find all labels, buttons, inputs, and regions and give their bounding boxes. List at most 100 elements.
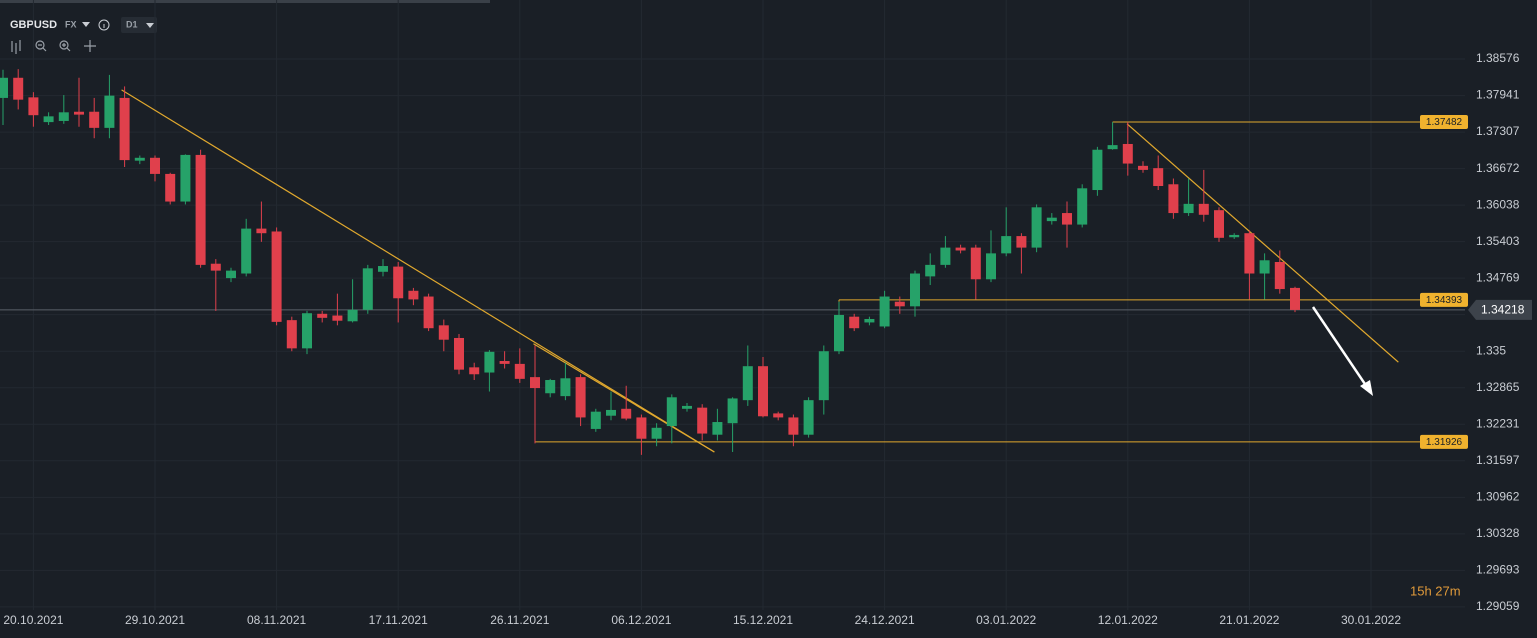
candle-body [1290, 287, 1300, 310]
market[interactable]: FX [65, 19, 77, 29]
candle-body [484, 351, 495, 373]
candle-body [712, 422, 723, 435]
zoom-in-icon[interactable] [59, 40, 69, 50]
candle-body [651, 427, 662, 439]
candle-body [58, 112, 69, 121]
trendline [121, 89, 715, 453]
candle-body [362, 268, 373, 310]
candle-body [89, 111, 100, 128]
level-label-box [1420, 292, 1468, 307]
candle-body [1016, 236, 1027, 248]
candle-body [940, 247, 951, 265]
candle-body [1031, 207, 1042, 248]
x-tick-label: 12.01.2022 [1098, 613, 1158, 627]
candle-body [393, 266, 404, 299]
candle-body [606, 409, 616, 416]
candle-body [514, 363, 525, 379]
top-bar [0, 0, 490, 3]
candle-body [697, 407, 708, 434]
x-tick-label: 08.11.2021 [247, 613, 306, 627]
x-tick-label: 29.10.2021 [125, 613, 185, 627]
candle-body [773, 413, 784, 418]
y-tick-label: 1.32231 [1476, 416, 1520, 430]
x-tick-label: 03.01.2022 [976, 613, 1036, 627]
candle-body [226, 270, 236, 279]
candle-body [1122, 143, 1133, 164]
y-tick-label: 1.30962 [1476, 490, 1520, 504]
candle-body [788, 417, 799, 435]
candle-body [590, 411, 601, 429]
candle-body [986, 253, 996, 280]
y-tick-label: 1.335 [1476, 343, 1506, 357]
info-icon[interactable] [98, 19, 110, 31]
timeframe-box[interactable] [121, 17, 157, 33]
candle-body [1001, 236, 1012, 254]
y-tick-label: 1.29693 [1476, 563, 1520, 577]
candle-body [378, 266, 388, 272]
candle-body [545, 380, 556, 394]
candle-body [682, 405, 692, 409]
tools [11, 40, 96, 54]
level-label: 1.31926 [1426, 437, 1463, 448]
y-tick-label: 1.34769 [1476, 270, 1520, 284]
candle-body [955, 247, 966, 251]
zoom-out-icon[interactable] [35, 40, 45, 50]
candle-body [165, 173, 176, 202]
candle-body [423, 296, 434, 329]
candle-body [317, 313, 328, 318]
candle-body [286, 320, 297, 349]
dropdown[interactable] [146, 23, 154, 28]
candle-body [43, 116, 54, 123]
y-tick-label: 1.38576 [1476, 51, 1520, 65]
candle-body [195, 154, 206, 265]
move-icon[interactable] [84, 40, 96, 52]
candle-body [119, 97, 130, 161]
candle-body [910, 273, 920, 307]
trendline [1126, 123, 1399, 363]
candle-body [1214, 210, 1224, 238]
candle-body [332, 315, 343, 321]
trendline [533, 343, 715, 453]
x-tick-label: 20.10.2021 [3, 613, 63, 627]
candle-body [818, 351, 829, 401]
candle-body [636, 417, 647, 439]
arrow-head [1360, 380, 1373, 396]
candle-body [621, 408, 632, 419]
dropdown[interactable] [82, 22, 90, 27]
candle-body [74, 111, 84, 115]
candle-body [438, 325, 449, 340]
candle-body [256, 228, 267, 234]
candle-body [347, 309, 358, 322]
candle-body [970, 247, 981, 280]
candle-body [879, 296, 890, 327]
candle-body [727, 398, 738, 424]
last-price-label: 1.34218 [1481, 303, 1525, 317]
level-label: 1.37482 [1426, 117, 1463, 128]
toolbar: GBPUSD FX D1 [10, 17, 157, 54]
candle-body [271, 231, 282, 322]
candle-body [0, 77, 8, 98]
x-tick-label: 15.12.2021 [733, 613, 793, 627]
level-label-box [1420, 434, 1468, 449]
candle-body [408, 290, 419, 300]
candle-body [1046, 217, 1057, 222]
candle-body [13, 77, 24, 100]
candle-body [104, 95, 115, 128]
indicators-icon[interactable] [11, 40, 21, 54]
candle-body [469, 367, 480, 375]
candle-body [241, 228, 252, 274]
candle-body [1107, 145, 1118, 150]
candle-body [530, 377, 540, 389]
candle-body [1153, 168, 1164, 187]
timeframe[interactable]: D1 [126, 19, 138, 29]
x-tick-label: 06.12.2021 [611, 613, 671, 627]
candle-body [849, 316, 860, 329]
candle-body [499, 361, 510, 364]
candle-body [454, 337, 464, 370]
candle-body [210, 263, 221, 271]
candle-body [925, 264, 936, 277]
candle-body [834, 314, 844, 352]
candle-body [1229, 234, 1240, 238]
y-tick-label: 1.31597 [1476, 453, 1520, 467]
